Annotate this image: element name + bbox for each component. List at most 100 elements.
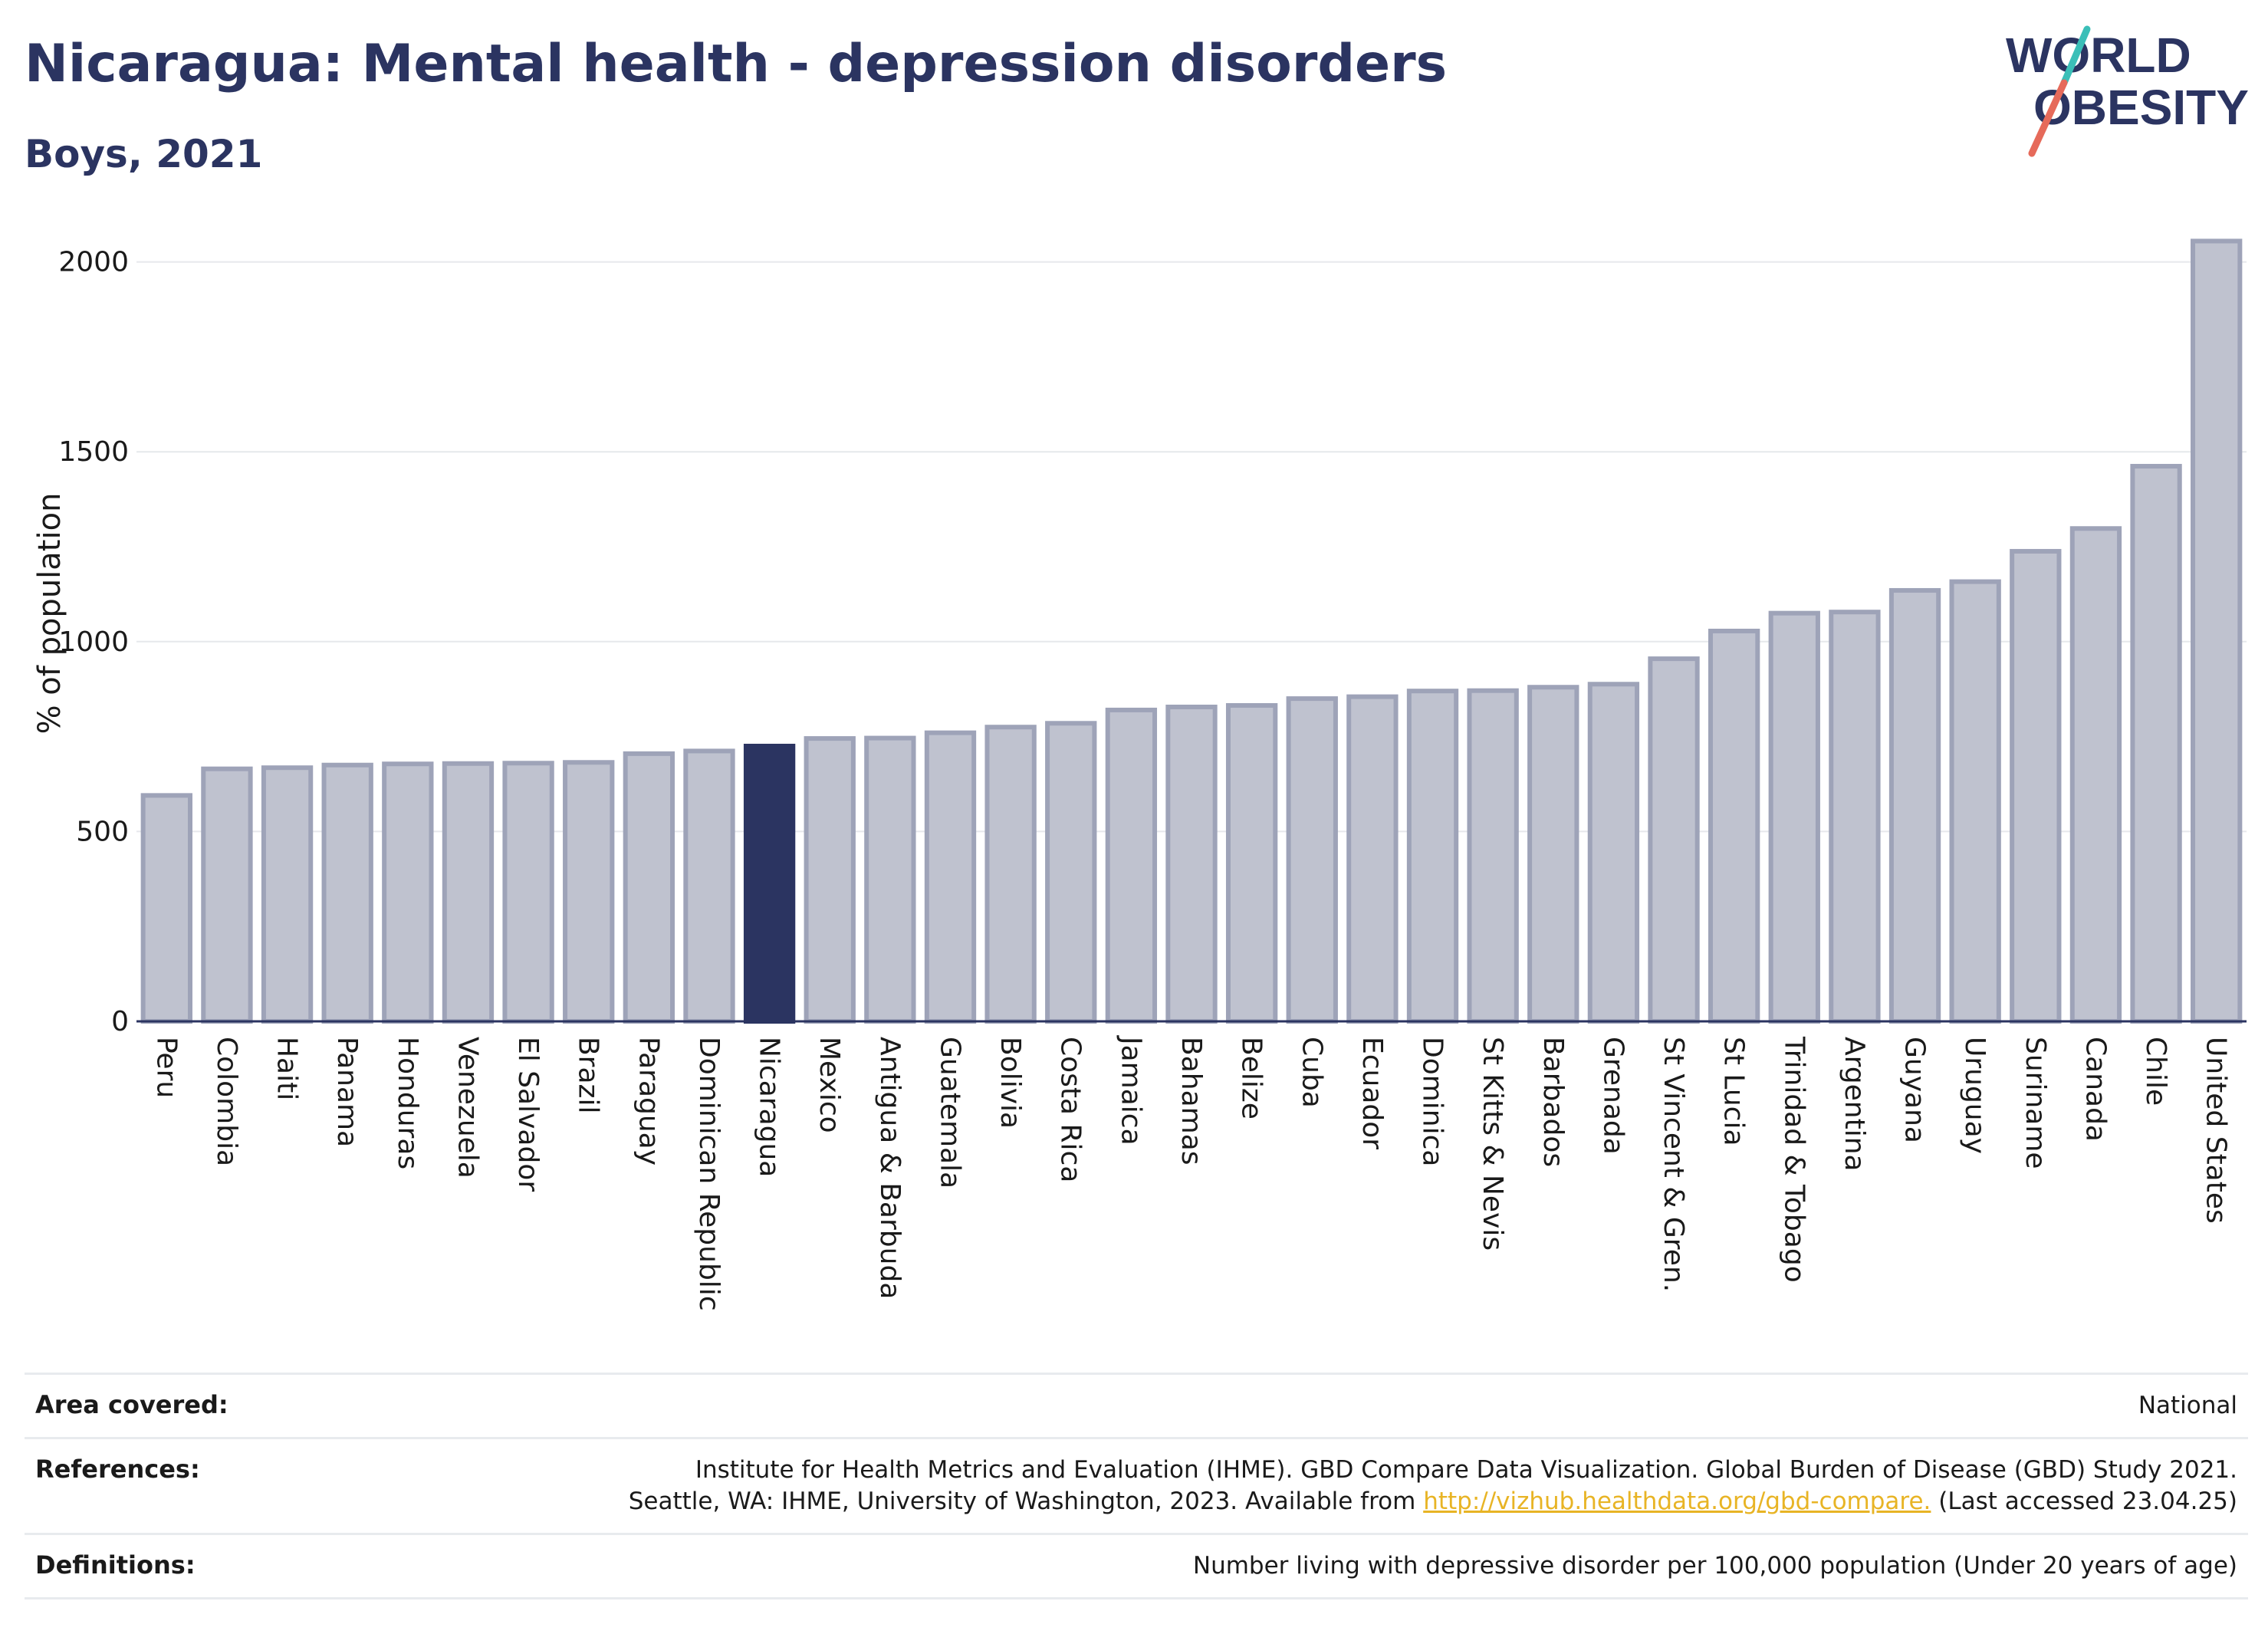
logo-slash-teal xyxy=(2060,25,2091,87)
x-tick-label: El Salvador xyxy=(512,1037,544,1192)
x-tick-label: Paraguay xyxy=(633,1037,664,1165)
x-tick-label: Mexico xyxy=(814,1037,845,1133)
bar-canada xyxy=(2069,526,2122,1024)
bar-st-lucia xyxy=(1708,628,1760,1024)
definitions-value: Number living with depressive disorder p… xyxy=(1192,1551,2237,1580)
footer-row-references: References: Institute for Health Metrics… xyxy=(25,1436,2248,1533)
bar-panama xyxy=(321,762,373,1024)
bar-argentina xyxy=(1829,610,1881,1024)
x-tick-label: Suriname xyxy=(2020,1037,2051,1169)
bar-united-states xyxy=(2191,238,2243,1024)
bar-paraguay xyxy=(623,751,675,1024)
definitions-label: Definitions: xyxy=(35,1550,196,1580)
bar-jamaica xyxy=(1105,707,1158,1024)
x-tick-label: Uruguay xyxy=(1959,1037,1990,1154)
bar-uruguay xyxy=(1949,579,2001,1024)
bar-grenada xyxy=(1587,682,1640,1024)
x-tick-label: Brazil xyxy=(573,1037,604,1113)
x-tick-label: Bolivia xyxy=(994,1037,1026,1129)
y-axis-title: % of population xyxy=(32,493,67,735)
x-tick-label: St Vincent & Gren. xyxy=(1658,1037,1689,1292)
bar-bolivia xyxy=(984,725,1037,1024)
y-tick-label: 2000 xyxy=(58,247,129,278)
area-covered-label: Area covered: xyxy=(35,1390,228,1419)
logo-slash-coral xyxy=(2028,79,2068,157)
x-tick-label: Haiti xyxy=(271,1037,303,1100)
bar-mexico xyxy=(804,736,856,1024)
x-tick-label: Chile xyxy=(2140,1037,2171,1106)
references-link[interactable]: http://vizhub.healthdata.org/gbd-compare… xyxy=(1423,1487,1931,1515)
x-tick-label: Cuba xyxy=(1296,1037,1327,1108)
x-tick-label: United States xyxy=(2201,1037,2232,1224)
bar-haiti xyxy=(261,765,314,1024)
x-tick-label: St Kitts & Nevis xyxy=(1477,1037,1508,1251)
bar-chart: 0 500 1000 1500 2000 Peru Colombia Haiti Panama… xyxy=(32,238,2247,1311)
x-tick-label: Antigua & Barbuda xyxy=(874,1037,906,1299)
x-tick-label: Jamaica xyxy=(1115,1035,1146,1146)
bar-colombia xyxy=(201,766,253,1024)
bar-venezuela xyxy=(442,761,495,1024)
x-tick-label: Colombia xyxy=(211,1037,242,1166)
page-subtitle: Boys, 2021 xyxy=(25,132,263,176)
x-axis-labels: Peru Colombia Haiti Panama Honduras Venezuela… xyxy=(150,1035,2231,1311)
x-tick-label: Peru xyxy=(150,1037,182,1098)
bars xyxy=(140,238,2243,1024)
references-line-2-post: (Last accessed 23.04.25) xyxy=(1931,1487,2237,1515)
bar-ecuador xyxy=(1346,694,1399,1024)
bar-chile xyxy=(2130,464,2182,1024)
bar-dominica xyxy=(1406,689,1459,1024)
bar-st-kitts-nevis xyxy=(1467,688,1519,1024)
x-tick-label: Bahamas xyxy=(1175,1037,1207,1165)
x-tick-label: Costa Rica xyxy=(1055,1037,1086,1182)
y-tick-label: 1000 xyxy=(58,626,129,658)
bar-el-salvador xyxy=(502,761,554,1024)
x-tick-label: Grenada xyxy=(1597,1037,1629,1155)
bar-trinidad-tobago xyxy=(1768,610,1820,1024)
x-tick-label: Nicaragua xyxy=(754,1037,785,1177)
x-tick-label: Guyana xyxy=(1899,1037,1931,1143)
x-tick-label: Honduras xyxy=(392,1037,423,1169)
logo-word-world: WORLD xyxy=(2006,28,2191,83)
bar-guyana xyxy=(1888,587,1941,1024)
y-axis-ticks: 0 500 1000 1500 2000 xyxy=(58,247,129,1037)
bar-dominican-republic xyxy=(683,748,735,1024)
references-line-1: Institute for Health Metrics and Evaluat… xyxy=(695,1455,2237,1484)
x-tick-label: Dominica xyxy=(1417,1037,1448,1167)
footer-row-area: Area covered: National xyxy=(25,1373,2248,1437)
x-tick-label: Argentina xyxy=(1839,1037,1870,1172)
bar-honduras xyxy=(382,761,434,1024)
bar-costa-rica xyxy=(1045,721,1097,1024)
world-obesity-logo: WORLD OBESITY xyxy=(2006,25,2249,157)
x-tick-label: Ecuador xyxy=(1356,1037,1388,1149)
bar-bahamas xyxy=(1165,704,1218,1024)
y-tick-label: 500 xyxy=(76,816,129,847)
bar-barbados xyxy=(1527,685,1579,1024)
logo-word-obesity: OBESITY xyxy=(2033,80,2249,135)
area-covered-value: National xyxy=(2138,1392,2237,1419)
page-title: Nicaragua: Mental health - depression di… xyxy=(25,34,1448,94)
references-value: Institute for Health Metrics and Evaluat… xyxy=(629,1455,2237,1517)
x-tick-label: Trinidad & Tobago xyxy=(1778,1036,1809,1283)
bar-suriname xyxy=(2010,548,2062,1024)
bar-peru xyxy=(140,793,192,1024)
y-tick-label: 1500 xyxy=(58,436,129,468)
x-tick-label: Venezuela xyxy=(452,1037,483,1179)
bar-antigua-barbuda xyxy=(864,735,916,1024)
x-tick-label: Guatemala xyxy=(934,1037,965,1189)
x-tick-label: Dominican Republic xyxy=(693,1037,725,1311)
footer-row-definitions: Definitions: Number living with depressi… xyxy=(25,1532,2248,1599)
bar-cuba xyxy=(1286,696,1338,1024)
bar-guatemala xyxy=(924,730,977,1024)
x-tick-label: Panama xyxy=(331,1037,363,1147)
bar-st-vincent-gren- xyxy=(1648,656,1700,1024)
bar-belize xyxy=(1225,703,1278,1024)
references-label: References: xyxy=(35,1454,200,1484)
x-tick-label: Belize xyxy=(1236,1037,1267,1119)
bar-brazil xyxy=(563,760,615,1024)
x-tick-label: Barbados xyxy=(1537,1037,1569,1167)
bar-nicaragua xyxy=(743,743,796,1024)
references-line-2-pre: Seattle, WA: IHME, University of Washing… xyxy=(628,1487,1424,1515)
chart-footer: Area covered: National References: Insti… xyxy=(25,1373,2248,1599)
x-tick-label: St Lucia xyxy=(1718,1037,1750,1146)
x-tick-label: Canada xyxy=(2079,1037,2111,1142)
